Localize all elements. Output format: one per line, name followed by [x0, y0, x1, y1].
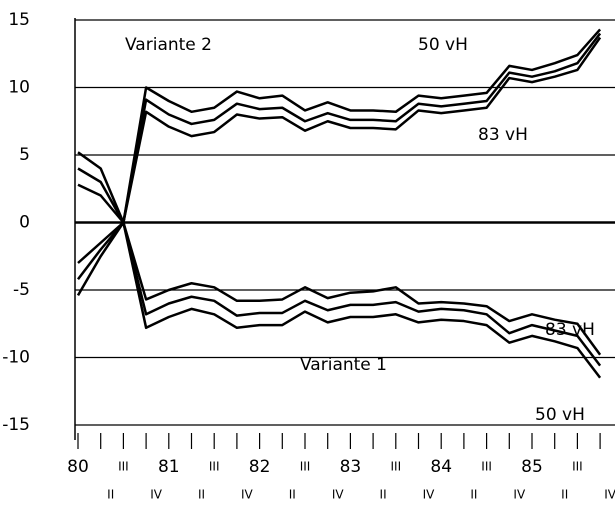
y-tick-label: -10 [2, 348, 30, 368]
y-tick-label: 5 [19, 145, 30, 165]
x-tick-label: III [572, 460, 583, 474]
x-tick-label: 82 [249, 457, 271, 477]
x-tick-label: III [118, 460, 129, 474]
x-tick-label: IV [150, 488, 163, 502]
x-tick-label: 80 [67, 457, 89, 477]
y-tick-label: 15 [8, 10, 30, 30]
x-tick-label: 81 [158, 457, 180, 477]
annotation: 83 vH [545, 320, 595, 340]
annotation: 83 vH [478, 125, 528, 145]
x-tick-label: 85 [521, 457, 543, 477]
series-line [76, 221, 602, 379]
series-line [77, 221, 602, 356]
x-tick-label: 83 [340, 457, 362, 477]
x-tick-label: II [561, 488, 568, 502]
x-tick-label: III [209, 460, 220, 474]
x-tick-label: II [107, 488, 114, 502]
series-line [77, 32, 602, 224]
y-tick-label: -5 [13, 280, 30, 300]
x-tick-label: III [300, 460, 311, 474]
x-tick-label: II [198, 488, 205, 502]
annotation: Variante 2 [125, 35, 212, 55]
series-line [77, 221, 602, 367]
x-tick-label: IV [513, 488, 526, 502]
x-tick-label: III [481, 460, 492, 474]
x-tick-label: II [470, 488, 477, 502]
x-tick-label: II [380, 488, 387, 502]
y-tick-label: -15 [2, 415, 30, 435]
annotation: Variante 1 [300, 355, 387, 375]
x-tick-label: II [289, 488, 296, 502]
series-line [77, 28, 602, 224]
y-tick-label: 0 [19, 213, 30, 233]
x-tick-label: IV [241, 488, 254, 502]
x-tick-label: III [390, 460, 401, 474]
y-tick-label: 10 [8, 78, 30, 98]
x-tick-label: IV [332, 488, 345, 502]
annotation: 50 vH [418, 35, 468, 55]
series-line [77, 36, 602, 224]
annotation: 50 vH [535, 405, 585, 425]
x-tick-label: 84 [430, 457, 452, 477]
x-tick-label: IV [604, 488, 615, 502]
x-tick-label: IV [423, 488, 436, 502]
